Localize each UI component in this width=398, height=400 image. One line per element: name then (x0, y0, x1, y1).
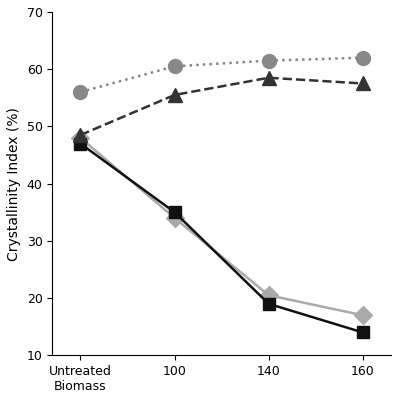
Y-axis label: Crystallinity Index (%): Crystallinity Index (%) (7, 107, 21, 260)
